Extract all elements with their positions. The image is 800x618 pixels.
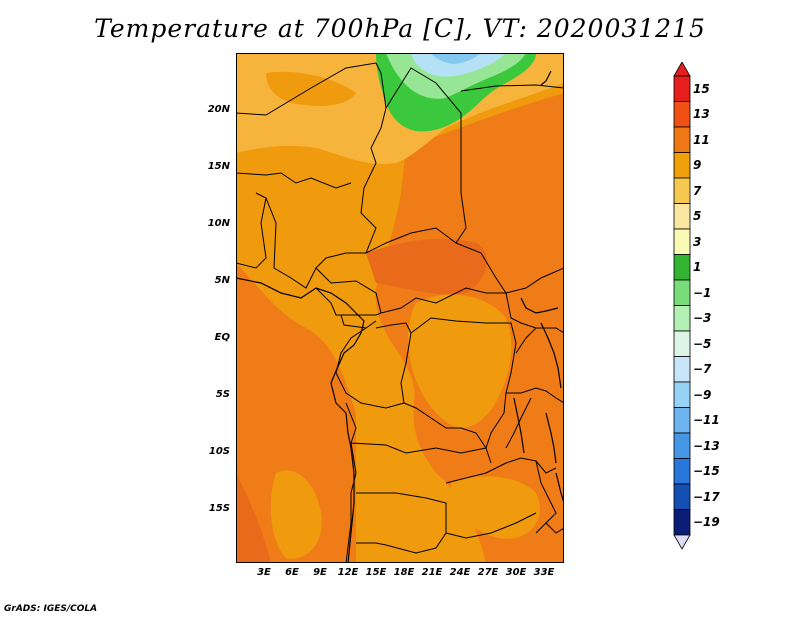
field-blue-patch <box>431 53 481 64</box>
lat-label-10n: 10N <box>207 218 230 229</box>
colorbar-box <box>673 177 691 204</box>
colorbar-label: −15 <box>693 464 720 478</box>
colorbar-box <box>673 126 691 153</box>
colorbar <box>673 62 691 550</box>
colorbar-label: −9 <box>693 387 712 402</box>
lat-label-10s: 10S <box>208 446 230 457</box>
colorbar-box <box>673 75 691 102</box>
colorbar-box <box>673 458 691 485</box>
lon-label-15e: 15E <box>365 567 387 578</box>
lon-label-30e: 30E <box>505 567 527 578</box>
colorbar-top-arrow <box>673 62 691 77</box>
field-paleblue-patch <box>411 53 506 77</box>
colorbar-label: −1 <box>693 285 712 300</box>
colorbar-box <box>673 152 691 179</box>
lat-label-5s: 5S <box>215 389 230 400</box>
country-borders <box>236 62 564 563</box>
colorbar-label: −5 <box>693 336 712 351</box>
field-cool-south <box>451 476 540 539</box>
colorbar-label: −3 <box>693 311 712 325</box>
colorbar-label: −7 <box>693 362 712 376</box>
colorbar-label: 15 <box>693 81 710 96</box>
colorbar-label: 13 <box>693 107 710 121</box>
lon-label-33e: 33E <box>533 567 555 578</box>
temperature-map <box>236 53 564 563</box>
lon-label-24e: 24E <box>449 567 471 578</box>
lon-label-6e: 6E <box>285 567 299 578</box>
lat-label-20n: 20N <box>207 104 230 115</box>
lon-label-9e: 9E <box>313 567 327 578</box>
colorbar-label: −11 <box>693 413 720 427</box>
colorbar-label: 11 <box>693 132 710 147</box>
colorbar-label: −17 <box>693 489 720 504</box>
colorbar-label: 5 <box>693 209 702 223</box>
colorbar-box <box>673 279 691 306</box>
colorbar-box <box>673 381 691 408</box>
colorbar-box <box>673 509 691 536</box>
field-cool-congo <box>408 294 512 428</box>
lon-label-27e: 27E <box>477 567 499 578</box>
lon-label-3e: 3E <box>257 567 271 578</box>
colorbar-box <box>673 101 691 128</box>
map-title: Temperature at 700hPa [C], VT: 202003121… <box>94 14 706 43</box>
colorbar-box <box>673 432 691 459</box>
lon-label-21e: 21E <box>421 567 443 578</box>
lat-label-15n: 15N <box>207 161 230 172</box>
field-cool-sw <box>270 470 322 559</box>
lat-label-5n: 5N <box>214 275 230 286</box>
lat-label-15s: 15S <box>208 503 230 514</box>
colorbar-bottom-arrow <box>673 534 691 550</box>
colorbar-box <box>673 228 691 255</box>
field-light-nw <box>266 71 356 106</box>
lon-label-18e: 18E <box>393 567 415 578</box>
colorbar-box <box>673 407 691 434</box>
colorbar-box <box>673 483 691 510</box>
colorbar-box <box>673 330 691 357</box>
colorbar-label: −13 <box>693 438 720 453</box>
colorbar-label: 1 <box>693 260 702 274</box>
lat-label-eq: EQ <box>214 332 230 343</box>
colorbar-box <box>673 356 691 383</box>
colorbar-box <box>673 254 691 281</box>
colorbar-label: 7 <box>693 183 702 198</box>
field-warm-west <box>236 263 356 563</box>
colorbar-label: 3 <box>693 234 702 249</box>
grads-credit: GrADS: IGES/COLA <box>4 604 98 614</box>
colorbar-box <box>673 203 691 230</box>
field-hot-southwest <box>236 473 271 563</box>
lon-label-12e: 12E <box>337 567 359 578</box>
field-warm-center <box>366 238 487 295</box>
colorbar-label: −19 <box>693 515 720 529</box>
colorbar-box <box>673 305 691 332</box>
colorbar-label: 9 <box>693 158 702 172</box>
